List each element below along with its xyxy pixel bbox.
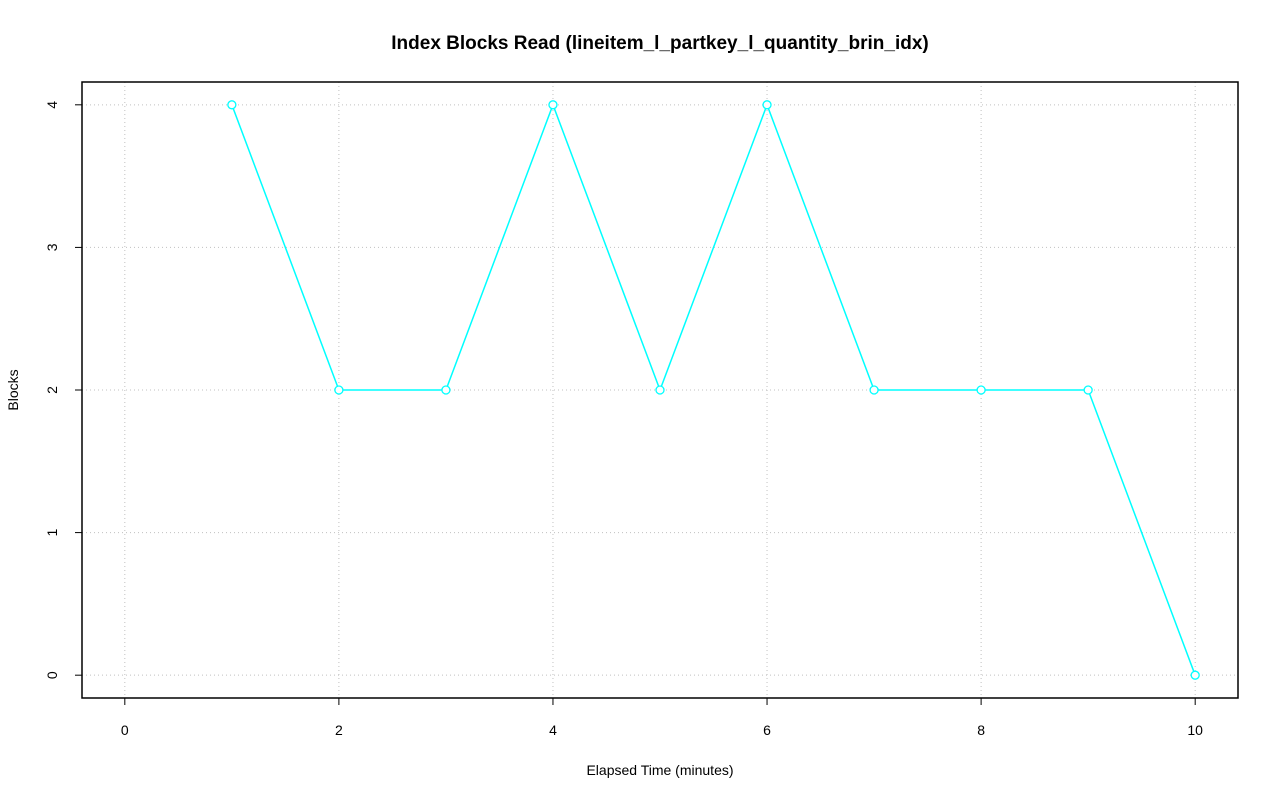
y-axis-label: Blocks: [5, 369, 21, 410]
point: [869, 385, 879, 395]
chart-title: Index Blocks Read (lineitem_l_partkey_l_…: [391, 33, 928, 54]
x-tick-label: 0: [121, 722, 129, 738]
series-line: [231, 102, 1196, 676]
point: [1190, 670, 1200, 680]
x-tick-label: 6: [763, 722, 771, 738]
point: [1083, 385, 1093, 395]
point: [227, 100, 237, 110]
point: [441, 385, 451, 395]
point: [655, 385, 665, 395]
y-tick-label: 4: [44, 101, 60, 109]
plot-frame: [81, 81, 1239, 699]
x-tick-label: 8: [977, 722, 985, 738]
point: [976, 385, 986, 395]
y-tick-label: 3: [44, 243, 60, 251]
y-tick-label: 0: [44, 671, 60, 679]
point: [334, 385, 344, 395]
point: [762, 100, 772, 110]
y-tick-label: 2: [44, 386, 60, 394]
point: [548, 100, 558, 110]
x-tick-label: 4: [549, 722, 557, 738]
y-tick-label: 1: [44, 528, 60, 536]
x-tick-label: 2: [335, 722, 343, 738]
x-tick-label: 10: [1187, 722, 1203, 738]
x-axis-label: Elapsed Time (minutes): [586, 762, 733, 778]
